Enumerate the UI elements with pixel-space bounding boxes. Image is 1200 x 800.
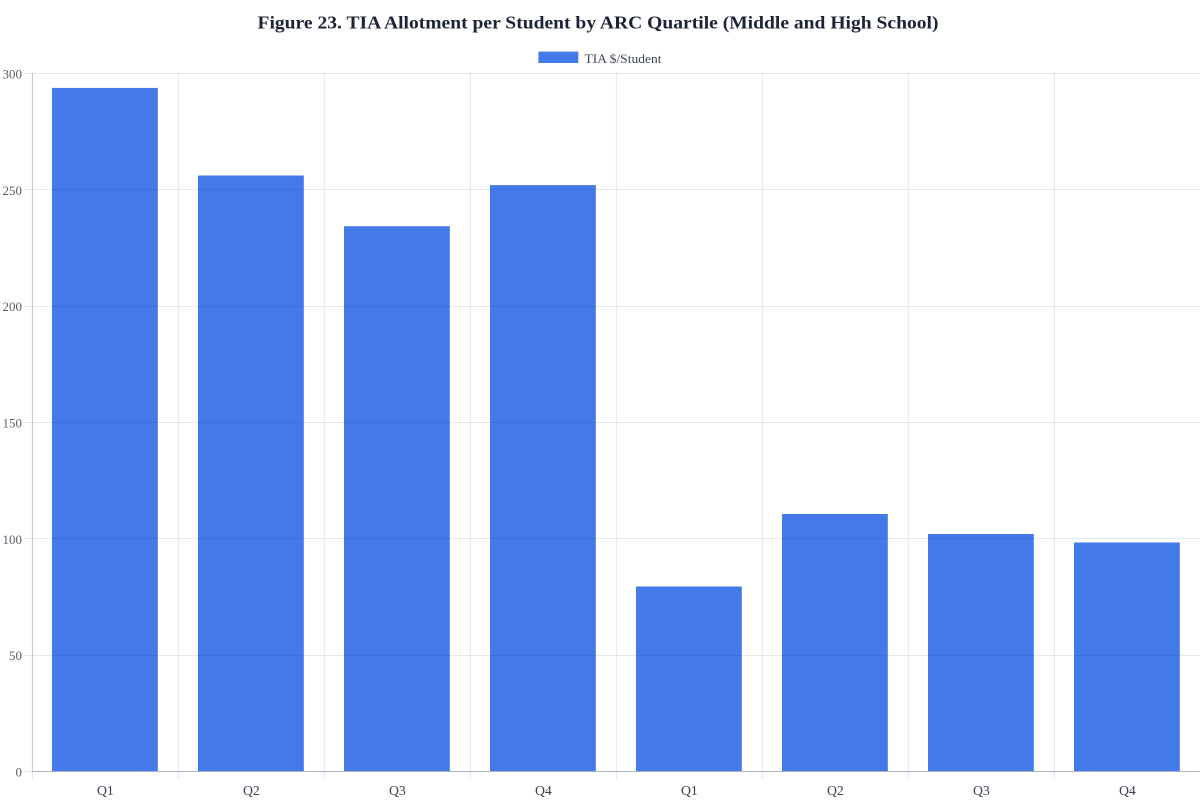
svg-text:300: 300 bbox=[3, 67, 23, 82]
svg-text:Q3: Q3 bbox=[389, 783, 406, 798]
svg-text:Figure 23. TIA Allotment per S: Figure 23. TIA Allotment per Student by … bbox=[258, 13, 939, 33]
svg-text:Q1: Q1 bbox=[97, 783, 114, 798]
svg-text:250: 250 bbox=[3, 183, 23, 198]
svg-text:0: 0 bbox=[16, 765, 23, 780]
svg-text:Q4: Q4 bbox=[1119, 783, 1136, 798]
svg-text:200: 200 bbox=[3, 299, 23, 314]
svg-text:50: 50 bbox=[9, 648, 22, 663]
svg-text:150: 150 bbox=[3, 416, 23, 431]
svg-text:Q2: Q2 bbox=[827, 783, 844, 798]
svg-text:TIA $/Student: TIA $/Student bbox=[585, 51, 662, 66]
svg-text:Q2: Q2 bbox=[243, 783, 260, 798]
svg-text:Q1: Q1 bbox=[681, 783, 698, 798]
svg-text:100: 100 bbox=[3, 532, 23, 547]
svg-text:Q4: Q4 bbox=[535, 783, 552, 798]
svg-text:Q3: Q3 bbox=[973, 783, 990, 798]
